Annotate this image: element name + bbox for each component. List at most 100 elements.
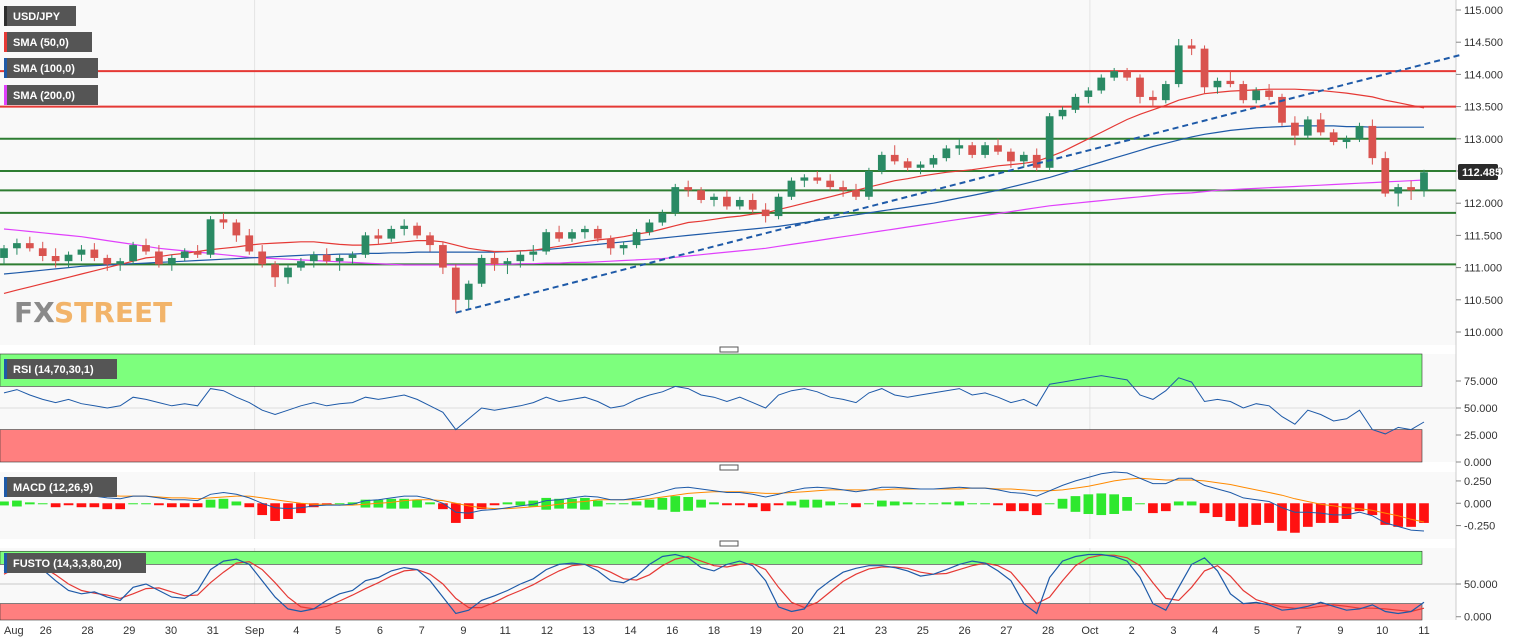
- indicator-tag-bg: [4, 553, 146, 573]
- macd-histogram-bar: [825, 501, 836, 506]
- macd-histogram-bar: [270, 503, 280, 521]
- indicator-tag-bg: [4, 32, 92, 52]
- candle-body: [193, 251, 202, 255]
- fusto-lower-zone: [0, 603, 1423, 621]
- indicator-tag-bg: [4, 85, 98, 105]
- macd-histogram-bar: [1238, 503, 1249, 527]
- candle-body: [503, 261, 512, 265]
- x-tick-label: 23: [875, 625, 887, 637]
- candle-body: [1278, 96, 1286, 123]
- macd-histogram-bar: [838, 503, 848, 505]
- candle-body: [0, 248, 8, 258]
- x-tick-label: 27: [1000, 625, 1012, 637]
- candle-body: [929, 158, 938, 165]
- x-tick-label: 10: [1376, 625, 1388, 637]
- candle-body: [25, 243, 34, 249]
- candle-body: [206, 219, 215, 255]
- candle-body: [1045, 116, 1054, 168]
- candle-body: [1329, 132, 1338, 143]
- resize-handle-rsi[interactable]: [719, 346, 739, 353]
- candle-body: [1187, 45, 1196, 49]
- candle-body: [748, 199, 757, 210]
- indicator-tag[interactable]: USD/JPY: [4, 6, 76, 26]
- resize-handle-fusto[interactable]: [719, 540, 739, 547]
- macd-histogram-bar: [1251, 503, 1262, 525]
- indicator-tag[interactable]: MACD (12,26,9): [4, 477, 117, 497]
- candle-body: [942, 148, 951, 159]
- indicator-tag-label: RSI (14,70,30,1): [13, 364, 94, 376]
- candle-body: [387, 228, 396, 239]
- overlay-tags[interactable]: USD/JPY SMA (50,0) SMA (100,0) SMA (200,0) R…: [4, 6, 146, 573]
- indicator-tag-label: SMA (50,0): [13, 37, 69, 49]
- candle-body: [64, 254, 73, 262]
- candle-body: [813, 177, 822, 181]
- macd-histogram-bar: [244, 503, 255, 508]
- macd-histogram-bar: [450, 503, 461, 523]
- x-tick-label: 31: [207, 625, 219, 637]
- macd-histogram-bar: [1393, 503, 1404, 527]
- macd-histogram-bar: [115, 503, 126, 510]
- macd-histogram-bar: [605, 503, 616, 505]
- candle-body: [413, 225, 421, 236]
- macd-histogram-bar: [1122, 497, 1132, 511]
- candle-body: [593, 228, 602, 239]
- macd-histogram-bar: [283, 503, 293, 519]
- macd-histogram-bar: [1173, 501, 1184, 506]
- indicator-tag[interactable]: RSI (14,70,30,1): [4, 359, 117, 379]
- macd-histogram-bar: [179, 503, 190, 508]
- macd-histogram-bar: [1367, 503, 1378, 516]
- panel-resize-handles[interactable]: [719, 346, 739, 547]
- candle-body: [284, 267, 292, 278]
- candle-body: [232, 222, 241, 236]
- candle-body: [51, 256, 60, 262]
- candle-body: [1149, 96, 1157, 101]
- indicator-tag[interactable]: SMA (50,0): [4, 32, 92, 52]
- candle-body: [787, 180, 796, 197]
- x-tick-label: Sep: [245, 625, 265, 637]
- x-tick-label: Aug: [4, 625, 24, 637]
- x-tick-label: 21: [833, 625, 845, 637]
- logo-street: STREET: [54, 296, 172, 329]
- candle-body: [1071, 96, 1080, 110]
- price-tick-label: 112.000: [1464, 198, 1503, 210]
- macd-histogram-bar: [166, 503, 177, 508]
- candle-body: [490, 257, 499, 265]
- candle-body: [839, 187, 847, 191]
- macd-histogram-bar: [670, 496, 681, 512]
- macd-histogram-bar: [386, 498, 397, 509]
- x-tick-label: 19: [750, 625, 762, 637]
- horizontal-levels: [0, 70, 1456, 266]
- macd-histogram-bar: [618, 503, 629, 505]
- candle-body: [1110, 71, 1119, 78]
- candle-body: [955, 145, 964, 149]
- x-tick-label: 7: [419, 625, 425, 637]
- price-tick-label: 113.500: [1464, 102, 1503, 114]
- indicator-tag[interactable]: FUSTO (14,3,3,80,20): [4, 553, 146, 573]
- candle-body: [1226, 80, 1235, 85]
- resize-handle-macd[interactable]: [719, 464, 739, 471]
- fusto-tick-label: 50.000: [1464, 579, 1498, 591]
- candle-body: [1161, 84, 1170, 101]
- price-tick-label: 110.000: [1464, 327, 1503, 339]
- macd-histogram-bar: [747, 503, 758, 508]
- candle-body: [322, 254, 331, 262]
- candle-body: [761, 209, 770, 217]
- candle-body: [568, 232, 576, 239]
- candle-body: [1394, 187, 1403, 194]
- macd-histogram-bar: [799, 499, 810, 508]
- indicator-tag-color: [4, 85, 7, 105]
- macd-histogram-bar: [941, 502, 952, 505]
- indicator-tag[interactable]: SMA (100,0): [4, 58, 98, 78]
- x-tick-label: 9: [1337, 625, 1343, 637]
- candle-body: [1407, 187, 1415, 191]
- macd-histogram-bar: [1354, 503, 1365, 512]
- macd-histogram-bar: [0, 501, 9, 506]
- macd-histogram-bar: [812, 499, 823, 508]
- indicator-tag-bg: [4, 359, 117, 379]
- candle-body: [903, 161, 912, 168]
- indicator-tag[interactable]: SMA (200,0): [4, 85, 98, 105]
- macd-histogram-bar: [154, 503, 164, 506]
- candle-body: [1084, 90, 1093, 97]
- fxstreet-logo: FX STREET: [14, 296, 172, 329]
- macd-histogram-bar: [205, 499, 216, 508]
